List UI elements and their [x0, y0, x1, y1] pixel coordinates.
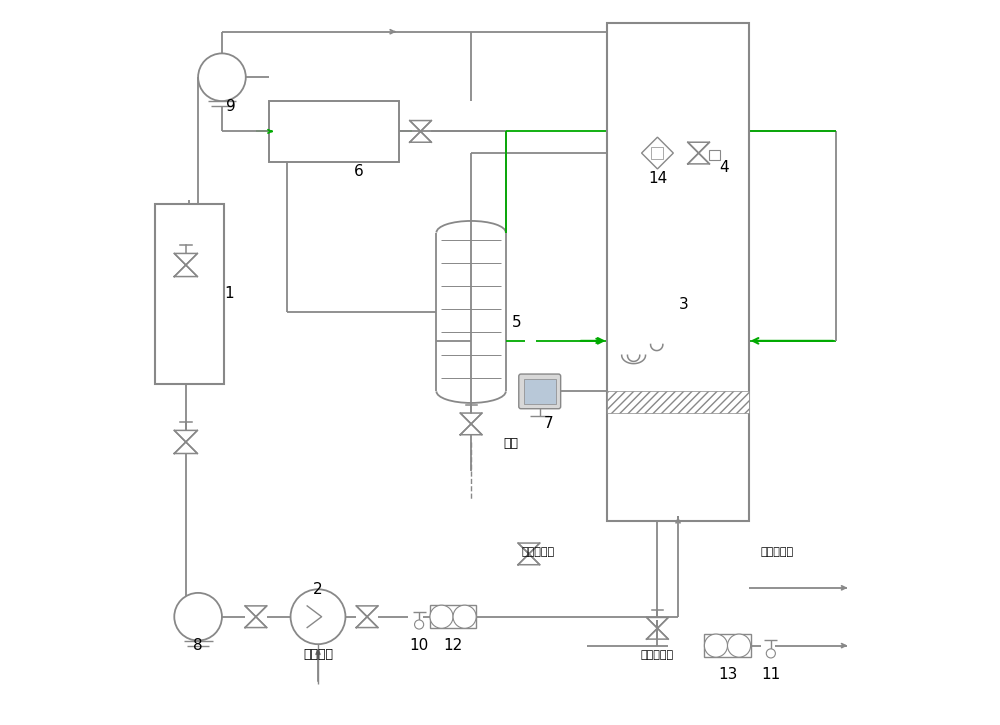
Text: 2: 2: [313, 582, 323, 597]
Bar: [607, 23, 749, 521]
Text: 4: 4: [719, 160, 729, 175]
Polygon shape: [642, 137, 673, 169]
Circle shape: [291, 589, 345, 645]
Text: 排水: 排水: [504, 437, 519, 450]
Text: 11: 11: [761, 667, 780, 682]
Bar: [709, 150, 720, 160]
Text: 二次侧入口: 二次侧入口: [760, 547, 793, 557]
Text: 9: 9: [226, 99, 236, 114]
Bar: [524, 379, 556, 404]
Text: 一次侧入口: 一次侧入口: [641, 650, 674, 660]
Circle shape: [453, 605, 476, 629]
Circle shape: [728, 634, 751, 657]
Text: 3: 3: [679, 297, 689, 312]
Bar: [155, 204, 224, 384]
Text: 二次侧入口: 二次侧入口: [521, 547, 554, 557]
Circle shape: [198, 54, 246, 101]
Circle shape: [430, 605, 453, 629]
Text: 12: 12: [443, 638, 463, 653]
Bar: [269, 101, 399, 162]
Circle shape: [174, 593, 222, 641]
Text: 7: 7: [544, 416, 553, 431]
Text: 6: 6: [354, 164, 364, 178]
Text: 14: 14: [648, 171, 667, 186]
Text: 1: 1: [224, 286, 234, 302]
Circle shape: [766, 649, 775, 658]
FancyBboxPatch shape: [519, 374, 561, 409]
Circle shape: [704, 634, 728, 657]
Bar: [704, 634, 751, 657]
Text: 5: 5: [512, 315, 521, 331]
Bar: [607, 392, 749, 413]
Text: 8: 8: [193, 638, 203, 653]
Bar: [430, 605, 476, 629]
Bar: [651, 147, 663, 159]
Text: 13: 13: [718, 667, 737, 682]
Text: 来自锅炉: 来自锅炉: [303, 648, 333, 661]
Text: 10: 10: [409, 638, 429, 653]
Circle shape: [415, 620, 424, 629]
